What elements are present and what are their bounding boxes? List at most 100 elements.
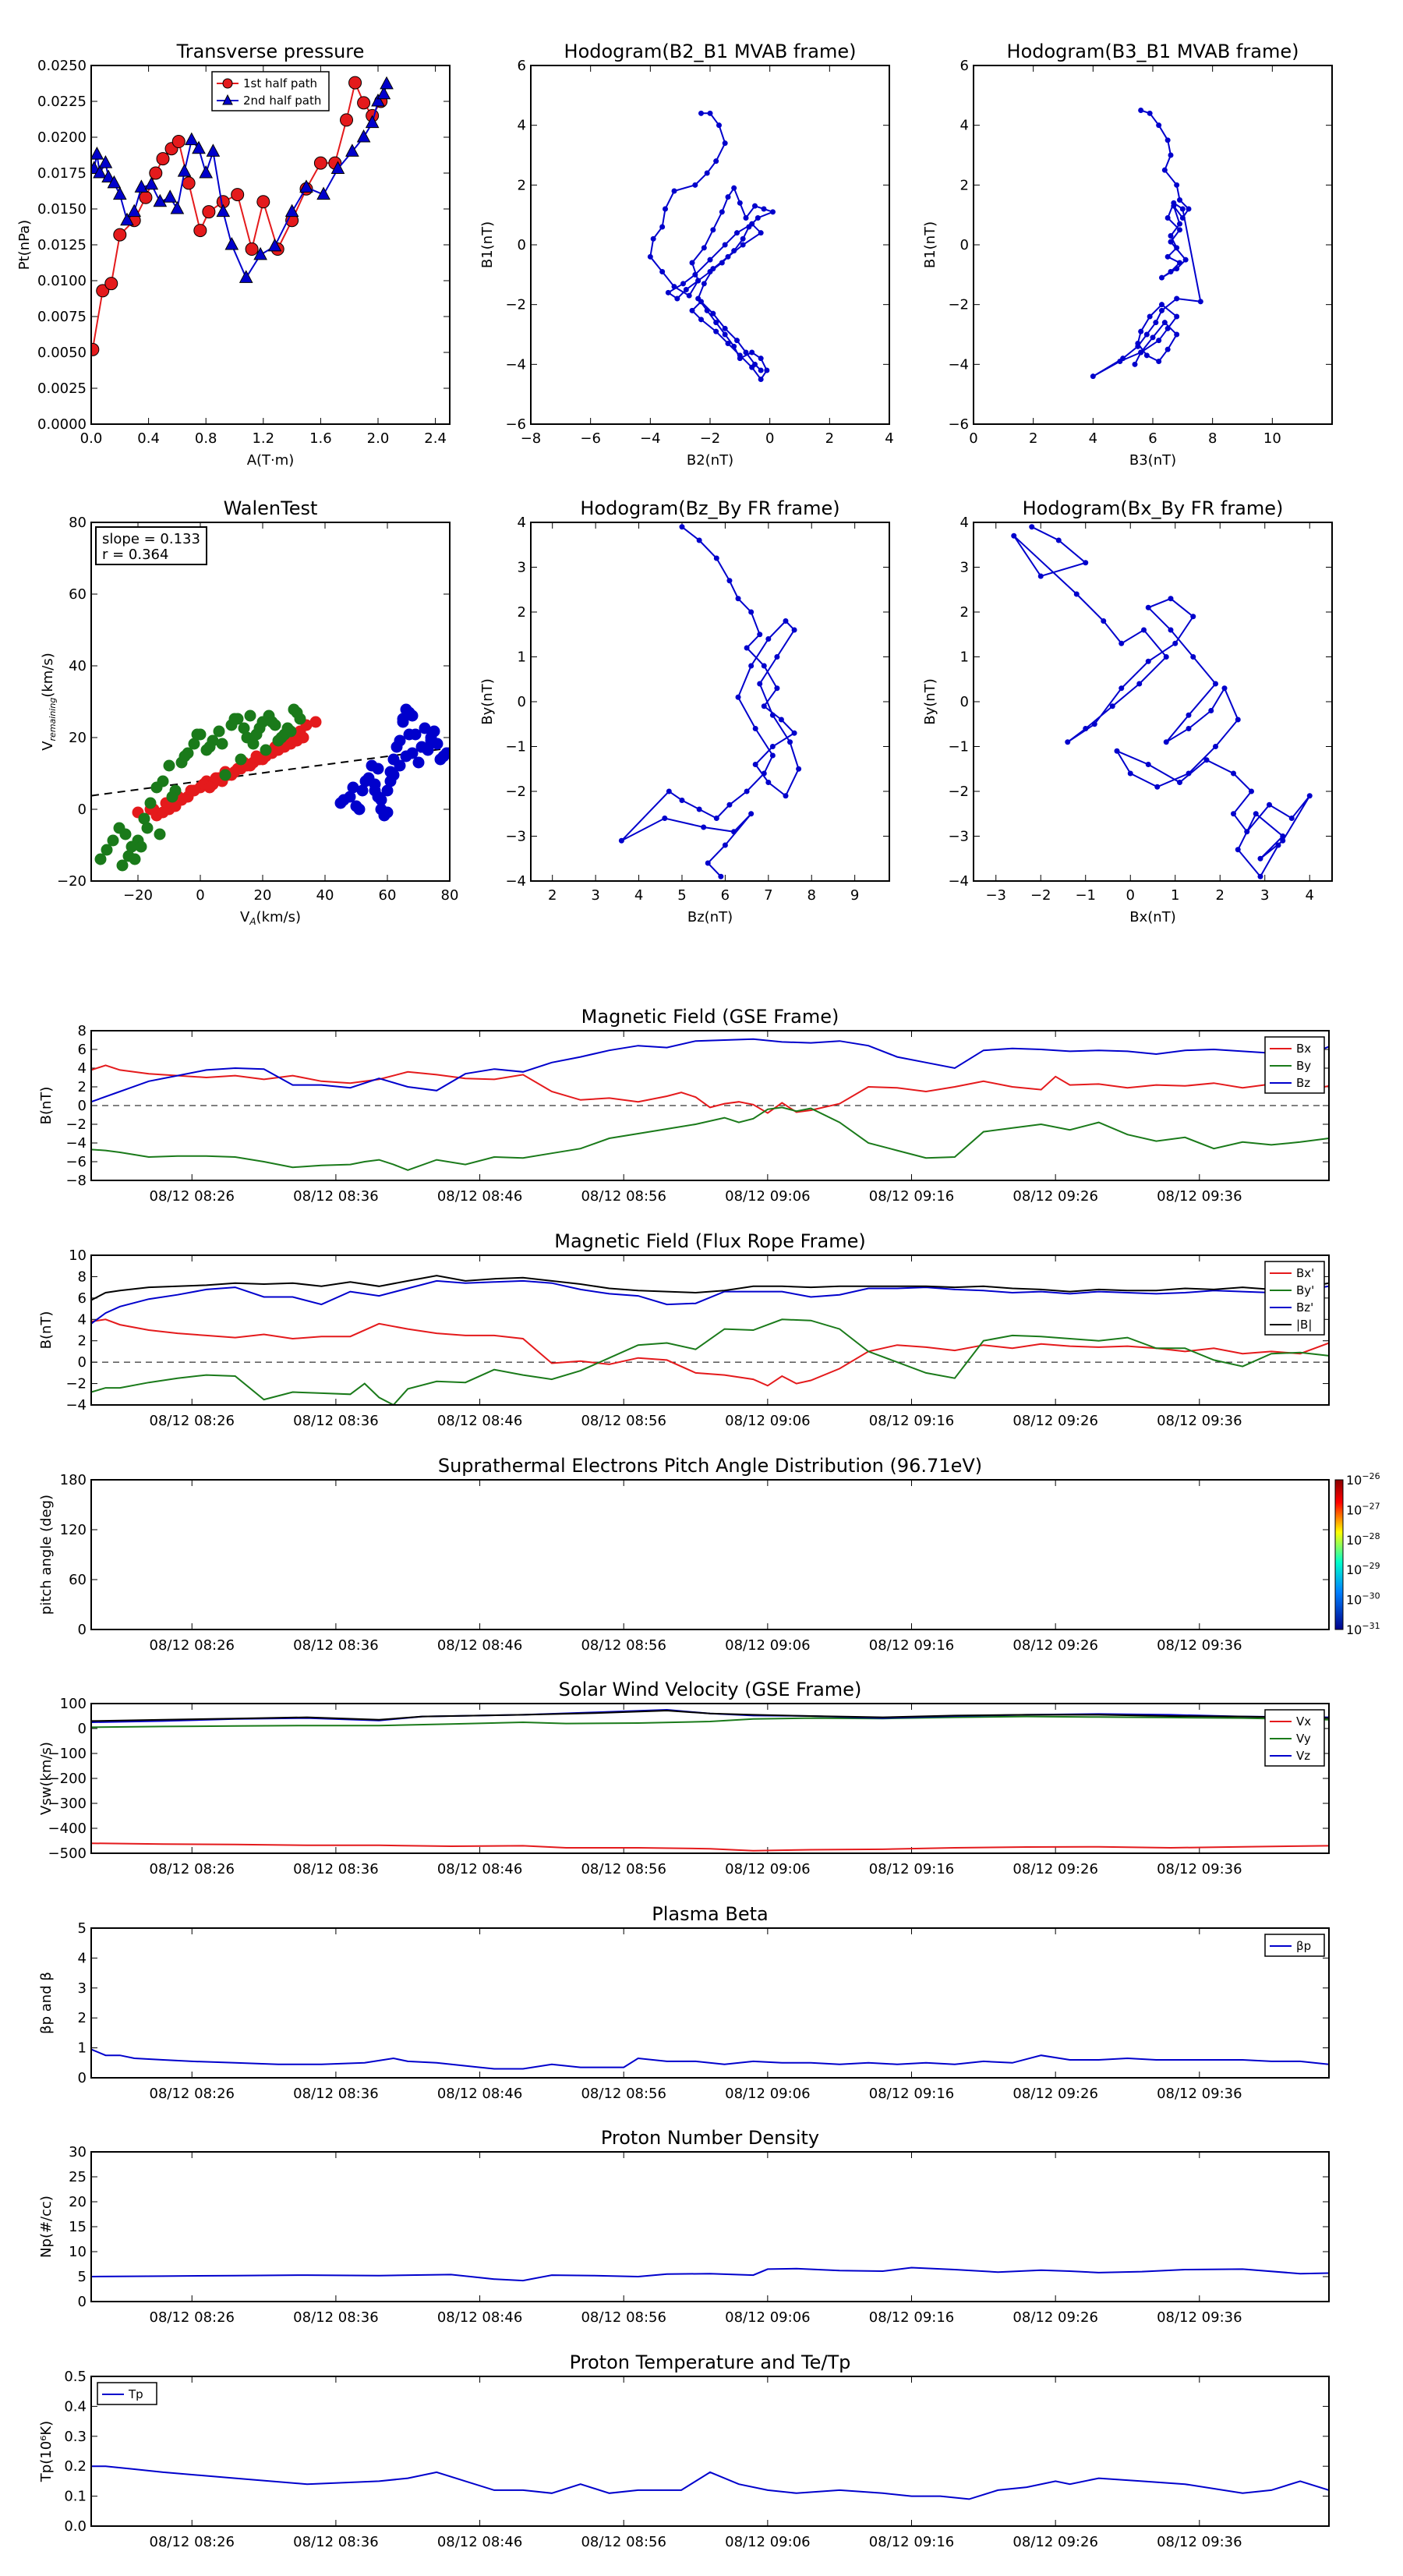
x-tick-label: 4 bbox=[885, 430, 893, 447]
data-point bbox=[722, 325, 728, 331]
scatter-point bbox=[309, 716, 322, 728]
series-line-Bz' bbox=[91, 1279, 1329, 1325]
data-point bbox=[734, 230, 740, 236]
x-tick-label: −3 bbox=[985, 887, 1006, 904]
data-point bbox=[758, 377, 764, 382]
x-tick-label: 08/12 09:16 bbox=[869, 2309, 954, 2326]
scatter-point bbox=[228, 713, 241, 725]
series-line-Vx bbox=[91, 1842, 1329, 1852]
data-point bbox=[1190, 614, 1196, 620]
data-point bbox=[1150, 334, 1156, 341]
y-tick-label: −20 bbox=[57, 873, 87, 890]
data-point bbox=[1101, 618, 1107, 624]
series-line-2nd half path bbox=[93, 83, 387, 280]
scatter-point bbox=[381, 806, 394, 819]
scatter-point bbox=[157, 775, 169, 787]
series-line-By bbox=[91, 1106, 1329, 1171]
y-tick-label: −1 bbox=[505, 739, 526, 755]
data-point bbox=[1138, 328, 1144, 334]
data-point bbox=[749, 349, 755, 356]
scatter-point bbox=[440, 747, 450, 759]
x-label-part: V bbox=[240, 909, 250, 925]
y-tick-label: 0.0000 bbox=[37, 416, 87, 433]
x-tick-label: 08/12 09:06 bbox=[725, 1637, 810, 1654]
legend: Tp bbox=[97, 2382, 157, 2405]
scatter-point bbox=[384, 775, 397, 787]
x-tick-label: 1 bbox=[1171, 887, 1179, 904]
x-tick-label: 08/12 08:36 bbox=[293, 1413, 378, 1429]
data-point bbox=[1147, 110, 1153, 116]
legend-label: Tp bbox=[128, 2387, 143, 2401]
data-point bbox=[1235, 717, 1241, 723]
y-tick-label: 60 bbox=[69, 1572, 87, 1588]
y-tick-label: 4 bbox=[78, 1060, 87, 1077]
data-point bbox=[761, 703, 767, 709]
legend-label: By' bbox=[1296, 1283, 1314, 1297]
y-axis-label: B1(nT) bbox=[479, 221, 496, 268]
chart-title: Hodogram(B2_B1 MVAB frame) bbox=[564, 41, 857, 62]
data-point bbox=[1174, 331, 1180, 338]
scatter-point bbox=[94, 853, 107, 865]
chart-title: Proton Temperature and Te/Tp bbox=[570, 2351, 851, 2373]
data-point bbox=[713, 158, 719, 165]
data-point bbox=[1163, 739, 1169, 745]
data-point bbox=[1083, 560, 1089, 566]
data-point bbox=[1231, 811, 1236, 817]
scatter-point bbox=[347, 781, 359, 794]
x-tick-label: 3 bbox=[1260, 887, 1269, 904]
x-axis-label: VA(km/s) bbox=[240, 909, 301, 927]
data-point bbox=[698, 299, 704, 305]
x-tick-label: 40 bbox=[316, 887, 334, 904]
data-point bbox=[256, 195, 270, 209]
data-point bbox=[1197, 299, 1203, 305]
legend-label: Vz bbox=[1296, 1749, 1310, 1763]
y-label-sub: remaining bbox=[48, 698, 58, 741]
data-point bbox=[1161, 320, 1168, 326]
legend-label: Vx bbox=[1296, 1714, 1311, 1729]
plot-area bbox=[647, 110, 776, 382]
data-point bbox=[239, 270, 253, 283]
chart-title: Magnetic Field (GSE Frame) bbox=[581, 1006, 839, 1028]
y-tick-label: 0 bbox=[78, 1721, 87, 1737]
y-tick-label: −2 bbox=[948, 784, 969, 800]
y-tick-label: 1 bbox=[960, 649, 969, 666]
scatter-point bbox=[154, 828, 166, 840]
data-point bbox=[744, 645, 750, 651]
y-tick-label: 60 bbox=[69, 586, 87, 603]
x-tick-label: 4 bbox=[1306, 887, 1314, 904]
x-label-sub: A bbox=[249, 916, 256, 927]
scatter-point bbox=[107, 834, 119, 847]
chart-8: Suprathermal Electrons Pitch Angle Distr… bbox=[38, 1455, 1380, 1654]
scatter-point bbox=[394, 759, 406, 772]
data-point bbox=[650, 235, 656, 242]
data-point bbox=[701, 281, 707, 287]
data-point bbox=[764, 367, 770, 373]
x-tick-label: 2 bbox=[548, 887, 557, 904]
data-point bbox=[1147, 313, 1153, 320]
y-tick-label: −3 bbox=[505, 829, 526, 845]
x-axis-label: Bz(nT) bbox=[687, 909, 733, 925]
y-label-part: (km/s) bbox=[40, 653, 56, 697]
y-tick-label: 3 bbox=[960, 560, 969, 576]
data-point bbox=[1117, 359, 1123, 364]
scatter-point bbox=[144, 797, 157, 809]
y-tick-label: 1 bbox=[518, 649, 526, 666]
data-point bbox=[1119, 640, 1125, 646]
data-point bbox=[701, 245, 707, 251]
data-point bbox=[666, 788, 672, 794]
x-tick-label: −20 bbox=[123, 887, 153, 904]
chart-title: Solar Wind Velocity (GSE Frame) bbox=[559, 1679, 862, 1700]
data-point bbox=[765, 636, 772, 642]
y-tick-label: −2 bbox=[505, 784, 526, 800]
data-point bbox=[98, 155, 113, 168]
x-axis-label: Bx(nT) bbox=[1129, 909, 1175, 925]
data-point bbox=[757, 632, 763, 638]
y-tick-label: 0.1 bbox=[64, 2489, 87, 2505]
data-point bbox=[778, 717, 784, 723]
data-point bbox=[671, 284, 677, 290]
plot-area bbox=[91, 703, 450, 872]
data-point bbox=[1145, 658, 1151, 664]
x-tick-label: −2 bbox=[700, 430, 721, 447]
legend-marker bbox=[222, 94, 233, 105]
